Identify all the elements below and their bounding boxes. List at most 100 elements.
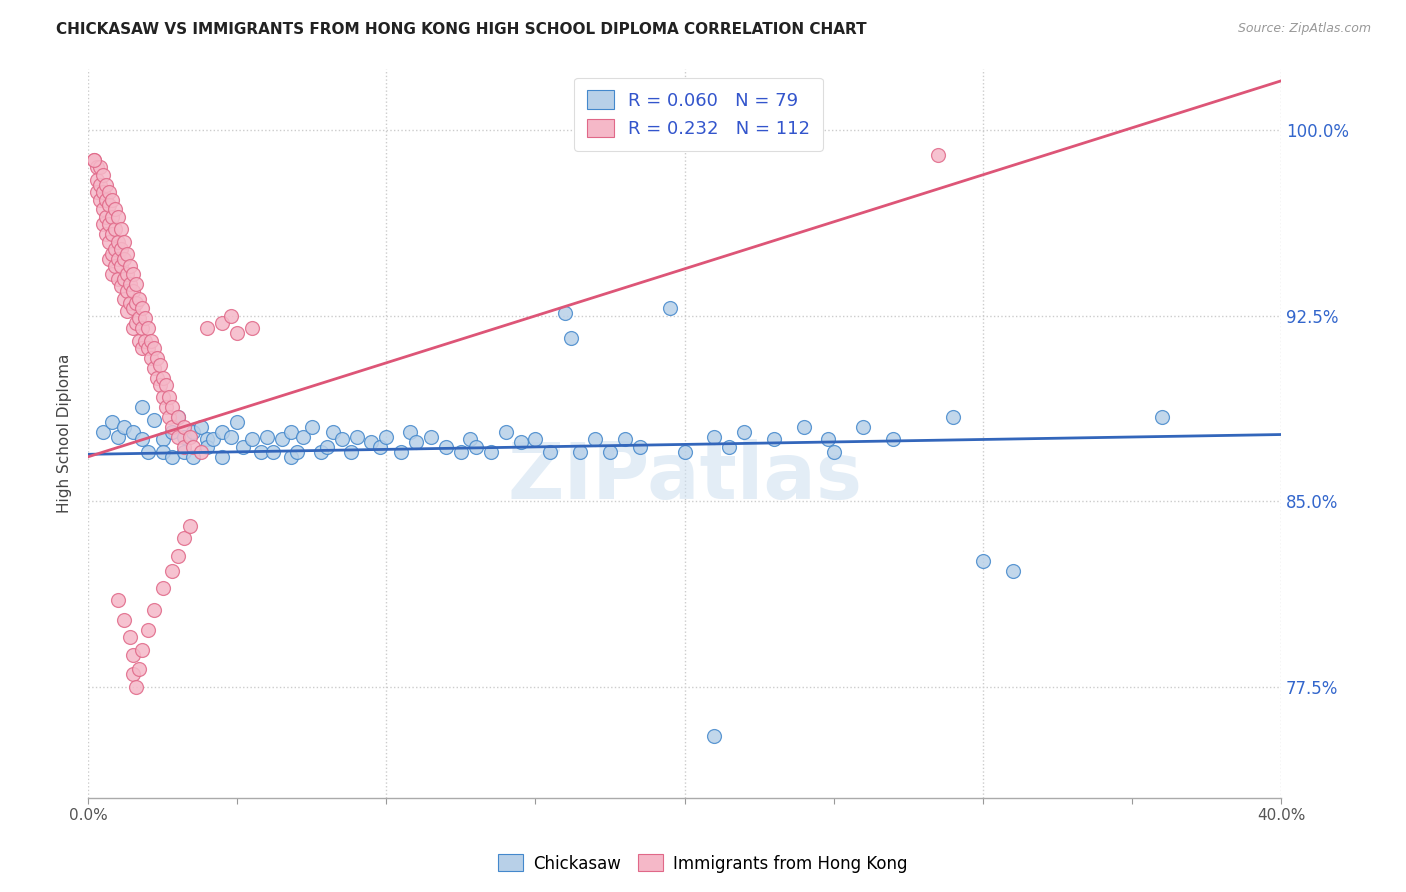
Point bbox=[479, 445, 502, 459]
Point bbox=[157, 391, 180, 405]
Point bbox=[145, 351, 167, 365]
Point bbox=[285, 445, 308, 459]
Point bbox=[94, 210, 117, 224]
Text: Source: ZipAtlas.com: Source: ZipAtlas.com bbox=[1237, 22, 1371, 36]
Point bbox=[179, 430, 201, 444]
Point bbox=[613, 433, 636, 447]
Point bbox=[122, 425, 145, 439]
Point bbox=[112, 613, 135, 627]
Point bbox=[101, 227, 124, 242]
Point bbox=[420, 430, 443, 444]
Point bbox=[315, 440, 337, 454]
Point bbox=[375, 430, 398, 444]
Point bbox=[89, 161, 111, 175]
Point bbox=[104, 202, 127, 217]
Point bbox=[112, 235, 135, 249]
Point bbox=[104, 242, 127, 256]
Point bbox=[202, 433, 225, 447]
Point bbox=[142, 603, 165, 617]
Point bbox=[599, 445, 621, 459]
Point bbox=[142, 341, 165, 355]
Point bbox=[434, 440, 457, 454]
Point bbox=[115, 284, 138, 298]
Point bbox=[83, 153, 105, 167]
Point bbox=[125, 680, 148, 694]
Point bbox=[112, 271, 135, 285]
Point bbox=[718, 440, 741, 454]
Point bbox=[131, 341, 153, 355]
Point bbox=[98, 217, 121, 231]
Point bbox=[131, 433, 153, 447]
Point bbox=[101, 193, 124, 207]
Point bbox=[211, 316, 233, 330]
Point bbox=[131, 301, 153, 316]
Point bbox=[101, 210, 124, 224]
Point bbox=[118, 260, 141, 274]
Y-axis label: High School Diploma: High School Diploma bbox=[58, 353, 72, 513]
Point bbox=[149, 359, 172, 373]
Point bbox=[157, 410, 180, 425]
Point bbox=[309, 445, 332, 459]
Point bbox=[131, 321, 153, 335]
Point bbox=[181, 450, 204, 464]
Point bbox=[190, 445, 212, 459]
Point bbox=[211, 450, 233, 464]
Point bbox=[817, 433, 839, 447]
Point bbox=[458, 433, 481, 447]
Point bbox=[583, 433, 606, 447]
Point bbox=[122, 667, 145, 681]
Point bbox=[197, 440, 219, 454]
Point bbox=[262, 445, 284, 459]
Point bbox=[104, 260, 127, 274]
Point bbox=[128, 663, 150, 677]
Point bbox=[91, 185, 114, 199]
Point bbox=[173, 440, 195, 454]
Point bbox=[139, 334, 162, 348]
Point bbox=[145, 370, 167, 384]
Point bbox=[179, 519, 201, 533]
Point bbox=[86, 173, 108, 187]
Point bbox=[152, 391, 174, 405]
Point bbox=[389, 445, 412, 459]
Point bbox=[128, 292, 150, 306]
Point bbox=[250, 445, 273, 459]
Point bbox=[823, 445, 845, 459]
Point bbox=[301, 420, 323, 434]
Point bbox=[658, 301, 681, 316]
Point bbox=[115, 247, 138, 261]
Point bbox=[942, 410, 965, 425]
Point bbox=[112, 292, 135, 306]
Point bbox=[256, 430, 278, 444]
Point bbox=[628, 440, 651, 454]
Point bbox=[1150, 410, 1173, 425]
Point bbox=[232, 440, 254, 454]
Text: ZIPatlas: ZIPatlas bbox=[508, 439, 862, 515]
Point bbox=[173, 420, 195, 434]
Point bbox=[226, 415, 249, 429]
Point bbox=[139, 351, 162, 365]
Point bbox=[166, 430, 188, 444]
Point bbox=[972, 554, 994, 568]
Point bbox=[101, 267, 124, 281]
Point bbox=[149, 378, 172, 392]
Point bbox=[1001, 564, 1024, 578]
Point bbox=[112, 420, 135, 434]
Point bbox=[98, 197, 121, 211]
Point bbox=[554, 306, 576, 320]
Point bbox=[134, 334, 156, 348]
Point bbox=[142, 360, 165, 375]
Point bbox=[160, 450, 183, 464]
Point bbox=[136, 341, 159, 355]
Point bbox=[83, 153, 105, 167]
Point bbox=[89, 178, 111, 192]
Text: CHICKASAW VS IMMIGRANTS FROM HONG KONG HIGH SCHOOL DIPLOMA CORRELATION CHART: CHICKASAW VS IMMIGRANTS FROM HONG KONG H… bbox=[56, 22, 868, 37]
Point bbox=[450, 445, 472, 459]
Point bbox=[136, 321, 159, 335]
Point bbox=[733, 425, 755, 439]
Point bbox=[110, 279, 132, 293]
Point bbox=[128, 311, 150, 326]
Point bbox=[107, 210, 129, 224]
Point bbox=[107, 235, 129, 249]
Point bbox=[339, 445, 361, 459]
Point bbox=[464, 440, 486, 454]
